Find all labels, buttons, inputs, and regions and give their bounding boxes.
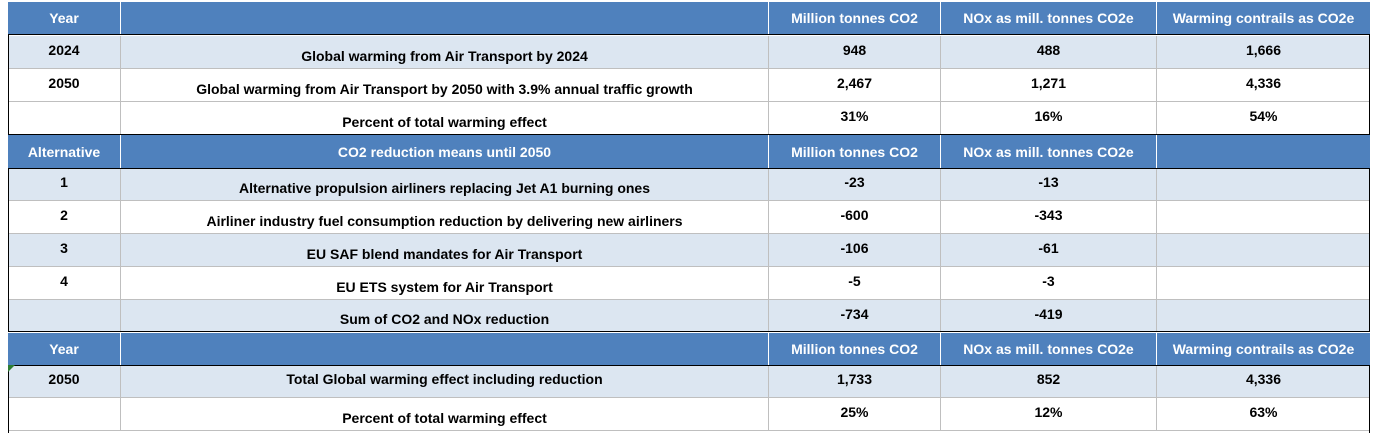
cell-contrails[interactable] [1157, 234, 1370, 267]
table-row: Sum of CO2 and NOx reduction -734 -419 [8, 300, 1370, 332]
header-row-3: Year Million tonnes CO2 NOx as mill. ton… [8, 333, 1370, 365]
cell-year[interactable]: 2050 [8, 69, 121, 102]
cell-nox[interactable]: -13 [941, 168, 1157, 201]
table-row: 2050 Total Global warming effect includi… [8, 365, 1370, 398]
cell-contrails[interactable]: 4,336 [1157, 365, 1370, 398]
cell-alternative[interactable] [8, 300, 121, 332]
cell-co2[interactable]: 25% [769, 398, 941, 431]
cell-description[interactable]: EU SAF blend mandates for Air Transport [121, 234, 769, 267]
cell-contrails[interactable]: 54% [1157, 102, 1370, 135]
cell-year[interactable] [8, 398, 121, 431]
cell-nox[interactable]: 1,271 [941, 69, 1157, 102]
cell-co2[interactable]: 1,733 [769, 365, 941, 398]
cell-contrails[interactable] [1157, 300, 1370, 332]
header-cell-contrails[interactable]: Warming contrails as CO2e [1157, 333, 1370, 365]
cell-description[interactable]: Sum of CO2 and NOx reduction [121, 300, 769, 332]
header-cell-alternative[interactable]: Alternative [8, 135, 121, 168]
header-cell-year[interactable]: Year [8, 333, 121, 365]
header-cell-nox[interactable]: NOx as mill. tonnes CO2e [941, 2, 1157, 34]
cell-nox[interactable]: 852 [941, 365, 1157, 398]
header-cell-empty[interactable] [1157, 135, 1370, 168]
cell-nox[interactable]: -3 [941, 267, 1157, 300]
table-row: 2 Airliner industry fuel consumption red… [8, 201, 1370, 234]
cell-co2[interactable]: 31% [769, 102, 941, 135]
header-cell-co2[interactable]: Million tonnes CO2 [769, 135, 941, 168]
cell-nox[interactable]: -61 [941, 234, 1157, 267]
cell-contrails[interactable] [1157, 168, 1370, 201]
header-cell-contrails[interactable]: Warming contrails as CO2e [1157, 2, 1370, 34]
cell-contrails[interactable] [1157, 267, 1370, 300]
header-row-1: Year Million tonnes CO2 NOx as mill. ton… [8, 2, 1370, 34]
cell-contrails[interactable] [1157, 201, 1370, 234]
cell-description[interactable]: Total Global warming effect including re… [121, 365, 769, 398]
cell-nox[interactable]: -419 [941, 300, 1157, 332]
cell-year[interactable]: 2050 [8, 365, 121, 398]
cell-year[interactable] [8, 102, 121, 135]
cell-alternative[interactable]: 3 [8, 234, 121, 267]
header-cell-reduction-means[interactable]: CO2 reduction means until 2050 [121, 135, 769, 168]
header-cell-description[interactable] [121, 333, 769, 365]
cell-co2[interactable]: -734 [769, 300, 941, 332]
cell-contrails[interactable]: 1,666 [1157, 36, 1370, 69]
table-row: 2050 Global warming from Air Transport b… [8, 69, 1370, 102]
header-cell-year[interactable]: Year [8, 2, 121, 34]
cell-co2[interactable]: 2,467 [769, 69, 941, 102]
cell-description[interactable]: Global warming from Air Transport by 202… [121, 36, 769, 69]
header-cell-nox[interactable]: NOx as mill. tonnes CO2e [941, 333, 1157, 365]
header-cell-nox[interactable]: NOx as mill. tonnes CO2e [941, 135, 1157, 168]
cell-nox[interactable]: 16% [941, 102, 1157, 135]
cell-contrails[interactable]: 4,336 [1157, 69, 1370, 102]
header-cell-description[interactable] [121, 2, 769, 34]
header-cell-co2[interactable]: Million tonnes CO2 [769, 333, 941, 365]
cell-description[interactable]: EU ETS system for Air Transport [121, 267, 769, 300]
cell-description[interactable]: Airliner industry fuel consumption reduc… [121, 201, 769, 234]
cell-alternative[interactable]: 1 [8, 168, 121, 201]
cell-co2[interactable]: 948 [769, 36, 941, 69]
header-row-2: Alternative CO2 reduction means until 20… [8, 135, 1370, 168]
cell-co2[interactable]: -106 [769, 234, 941, 267]
table-row: 4 EU ETS system for Air Transport -5 -3 [8, 267, 1370, 300]
cell-description[interactable]: Alternative propulsion airliners replaci… [121, 168, 769, 201]
cell-nox[interactable]: -343 [941, 201, 1157, 234]
cell-contrails[interactable]: 63% [1157, 398, 1370, 431]
cell-description[interactable]: Percent of total warming effect [121, 102, 769, 135]
table-row: 3 EU SAF blend mandates for Air Transpor… [8, 234, 1370, 267]
cell-co2[interactable]: -23 [769, 168, 941, 201]
table-row: Percent of total warming effect 25% 12% … [8, 398, 1370, 431]
cell-nox[interactable]: 488 [941, 36, 1157, 69]
cell-co2[interactable]: -600 [769, 201, 941, 234]
cell-co2[interactable]: -5 [769, 267, 941, 300]
table-row: 1 Alternative propulsion airliners repla… [8, 168, 1370, 201]
table-row: 2024 Global warming from Air Transport b… [8, 36, 1370, 69]
cell-year[interactable]: 2024 [8, 36, 121, 69]
cell-nox[interactable]: 12% [941, 398, 1157, 431]
header-cell-co2[interactable]: Million tonnes CO2 [769, 2, 941, 34]
cell-description[interactable]: Percent of total warming effect [121, 398, 769, 431]
table-row: Percent of total warming effect 31% 16% … [8, 102, 1370, 135]
cell-alternative[interactable]: 2 [8, 201, 121, 234]
error-indicator-icon [8, 365, 15, 372]
cell-alternative[interactable]: 4 [8, 267, 121, 300]
cell-description[interactable]: Global warming from Air Transport by 205… [121, 69, 769, 102]
